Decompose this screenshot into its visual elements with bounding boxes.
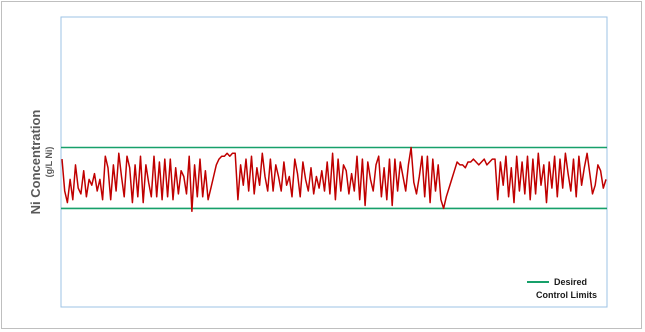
y-axis-title: Ni Concentration (g/L Ni) <box>28 110 54 215</box>
y-axis-title-text: Ni Concentration <box>28 110 43 215</box>
legend-label-line2: Control Limits <box>536 290 597 300</box>
legend: Desired Control Limits <box>527 277 597 300</box>
ni-concentration-series-line <box>61 146 607 213</box>
plot-area <box>60 16 608 308</box>
y-axis-unit-text: (g/L Ni) <box>44 147 54 178</box>
legend-label-line1: Desired <box>554 277 587 287</box>
